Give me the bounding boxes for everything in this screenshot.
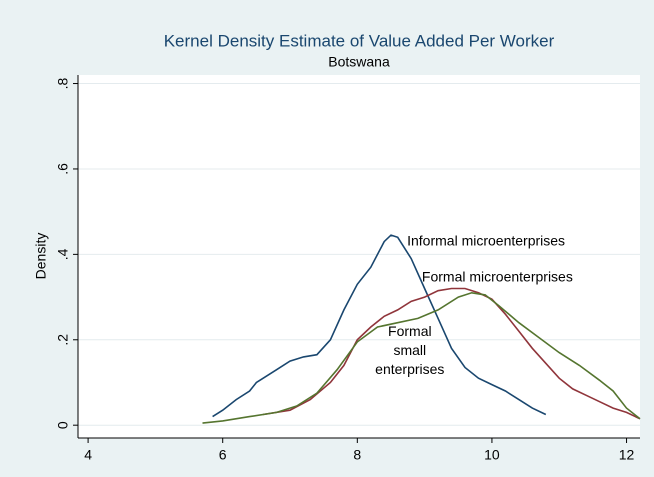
annotation: Informal microenterprises [407,232,565,248]
annotation: Formal microenterprises [422,269,573,285]
x-tick-label: 6 [219,447,227,463]
annotation: small [393,342,426,358]
y-tick-label: .2 [55,334,71,346]
y-tick-label: .8 [55,77,71,89]
x-tick-label: 12 [619,447,635,463]
x-tick-label: 8 [353,447,361,463]
annotation: Formal [388,323,432,339]
x-tick-label: 4 [84,447,92,463]
chart-title: Kernel Density Estimate of Value Added P… [164,31,555,50]
y-tick-label: .4 [55,248,71,260]
plot-area [78,75,640,438]
y-tick-label: 0 [55,421,71,429]
y-axis-label: Density [33,233,49,280]
annotation: enterprises [375,361,444,377]
series-line [212,234,547,418]
y-tick-label: .6 [55,163,71,175]
x-tick-label: 10 [484,447,500,463]
series-line [202,291,641,424]
chart-subtitle: Botswana [328,54,390,70]
series-line [262,287,641,420]
